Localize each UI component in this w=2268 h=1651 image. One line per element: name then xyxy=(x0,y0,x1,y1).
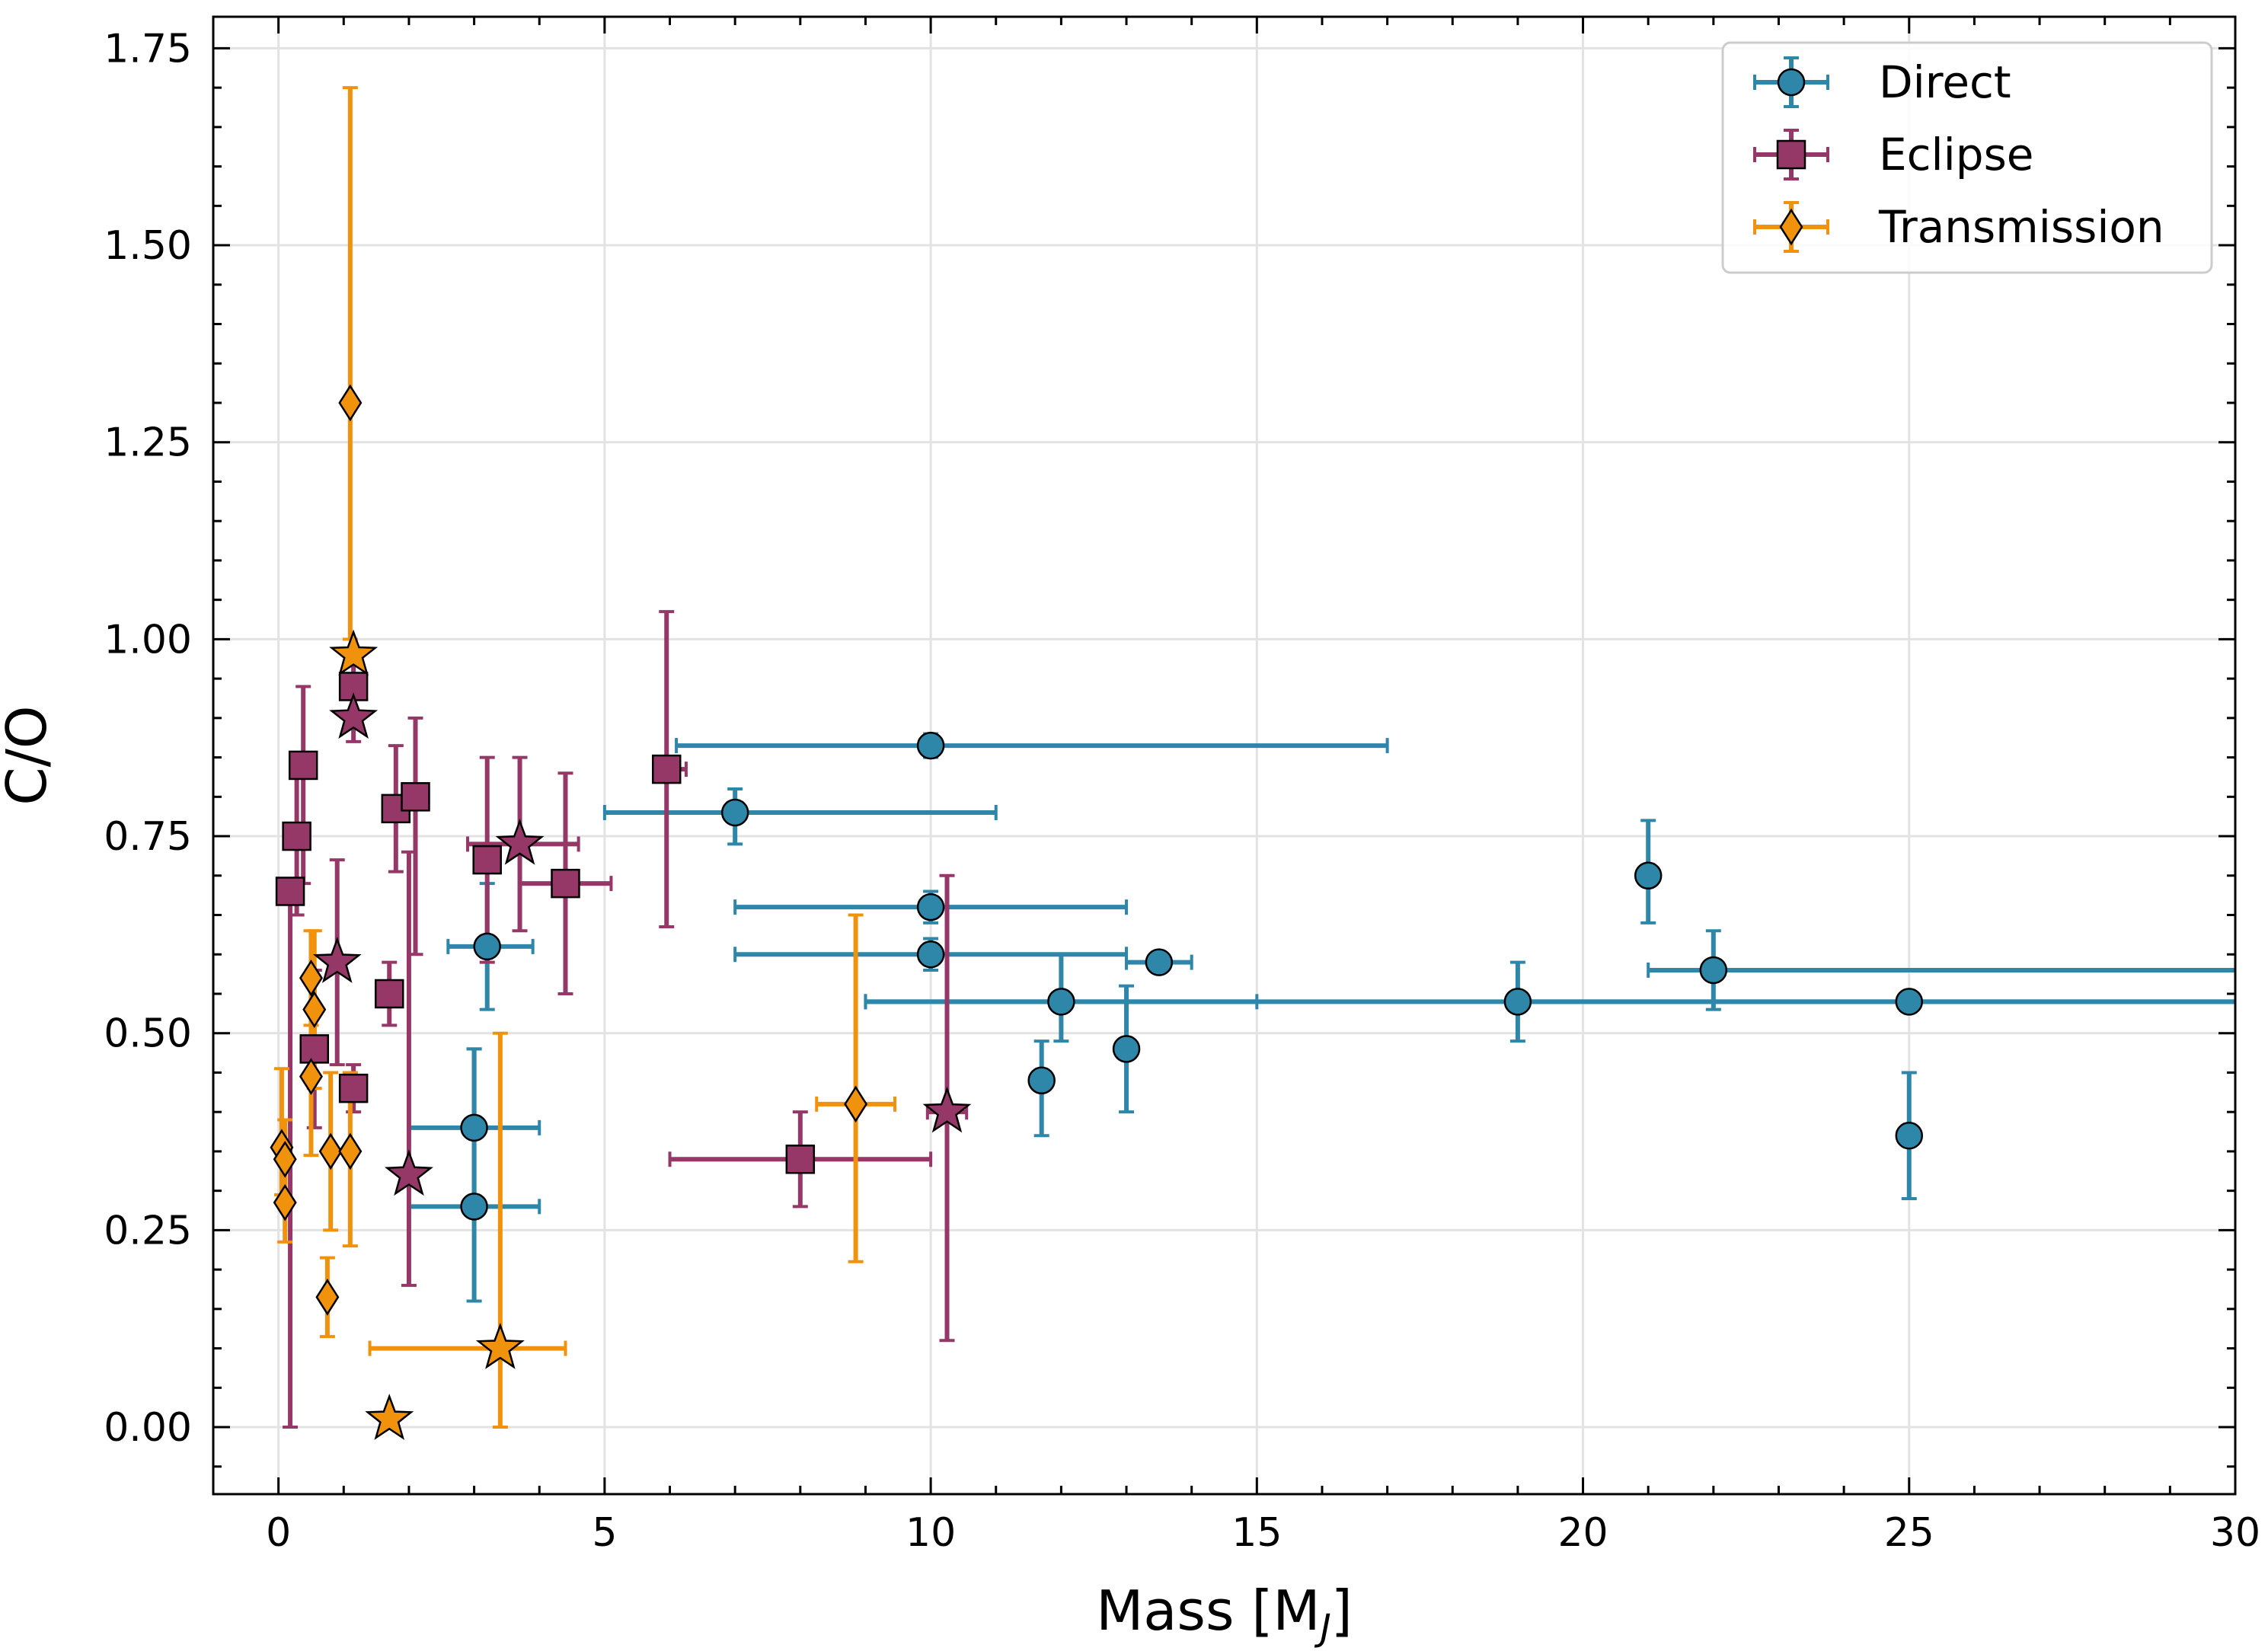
y-tick-label: 1.50 xyxy=(104,223,192,269)
eclipse-point xyxy=(299,1034,329,1064)
transmission-star-point xyxy=(329,629,379,676)
x-tick-label: 30 xyxy=(2210,1510,2260,1556)
y-tick-label: 1.25 xyxy=(104,420,192,466)
eclipse-star-point xyxy=(922,1086,972,1133)
transmission-point xyxy=(338,384,363,422)
x-tick-label: 15 xyxy=(1231,1510,1282,1556)
legend-label-transmission: Transmission xyxy=(1878,201,2164,253)
axis-ticks xyxy=(212,17,2237,1494)
legend-marker-transmission xyxy=(1779,208,1803,246)
data-markers xyxy=(270,384,1924,1440)
transmission-point xyxy=(273,1140,297,1178)
transmission-point xyxy=(299,1058,323,1095)
y-tick-label: 0.50 xyxy=(104,1011,192,1057)
y-tick-label: 0.25 xyxy=(104,1208,192,1253)
legend: Direct Eclipse Transmission xyxy=(1721,41,2213,274)
y-tick-label: 1.00 xyxy=(104,617,192,663)
direct-point xyxy=(720,798,749,827)
legend-box xyxy=(1721,41,2213,274)
eclipse-star-point xyxy=(495,818,545,865)
transmission-point xyxy=(844,1085,868,1123)
direct-point xyxy=(460,1113,488,1142)
transmission-star-point xyxy=(475,1322,525,1369)
y-tick-label: 0.00 xyxy=(104,1405,192,1451)
eclipse-star-point xyxy=(329,692,379,739)
y-axis-label: C/O xyxy=(0,705,59,805)
direct-point xyxy=(916,893,945,921)
transmission-point xyxy=(273,1183,297,1221)
direct-point xyxy=(1895,1121,1924,1150)
eclipse-point xyxy=(288,750,318,781)
direct-point xyxy=(1895,988,1924,1016)
x-tick-label: 25 xyxy=(1884,1510,1934,1556)
direct-point xyxy=(1027,1066,1056,1095)
eclipse-point xyxy=(282,821,311,851)
legend-label-eclipse: Eclipse xyxy=(1879,129,2033,180)
transmission-point xyxy=(302,991,327,1029)
transmission-point xyxy=(338,1132,363,1170)
direct-point xyxy=(1634,861,1663,890)
x-tick-label: 5 xyxy=(592,1510,617,1556)
eclipse-star-point xyxy=(384,1149,433,1196)
eclipse-point xyxy=(401,782,430,812)
x-tick-label: 10 xyxy=(906,1510,956,1556)
transmission-point xyxy=(299,959,323,997)
eclipse-point xyxy=(551,868,580,899)
eclipse-point xyxy=(374,979,404,1009)
direct-point xyxy=(1699,956,1728,985)
eclipse-point xyxy=(651,754,682,784)
legend-marker-direct xyxy=(1777,68,1806,97)
direct-point xyxy=(1112,1035,1141,1063)
direct-point xyxy=(916,731,945,760)
x-tick-label: 0 xyxy=(266,1510,291,1556)
eclipse-point xyxy=(785,1145,816,1174)
eclipse-point xyxy=(338,1073,369,1103)
error-bars xyxy=(273,86,2235,1429)
plot-frame xyxy=(212,15,2237,1496)
tick-labels: 0 5 10 15 20 25 30 0.00 0.25 0.50 0.75 1.00 1.25 1.50… xyxy=(104,26,2260,1556)
y-tick-label: 1.75 xyxy=(104,26,192,72)
x-tick-label: 20 xyxy=(1557,1510,1608,1556)
direct-point xyxy=(1503,988,1532,1016)
direct-point xyxy=(460,1193,488,1221)
direct-point xyxy=(473,932,501,961)
eclipse-star-point xyxy=(312,936,362,983)
transmission-point xyxy=(318,1132,343,1170)
direct-point xyxy=(916,940,945,969)
eclipse-point xyxy=(472,845,502,875)
transmission-point xyxy=(315,1279,340,1316)
legend-marker-eclipse xyxy=(1776,139,1806,170)
legend-label-direct: Direct xyxy=(1879,56,2011,108)
direct-point xyxy=(1047,988,1075,1016)
eclipse-point xyxy=(275,877,305,906)
y-tick-label: 0.75 xyxy=(104,814,192,860)
direct-point xyxy=(1145,948,1174,976)
transmission-star-point xyxy=(365,1394,414,1440)
x-axis-label: Mass [MJ] xyxy=(1096,1579,1353,1649)
